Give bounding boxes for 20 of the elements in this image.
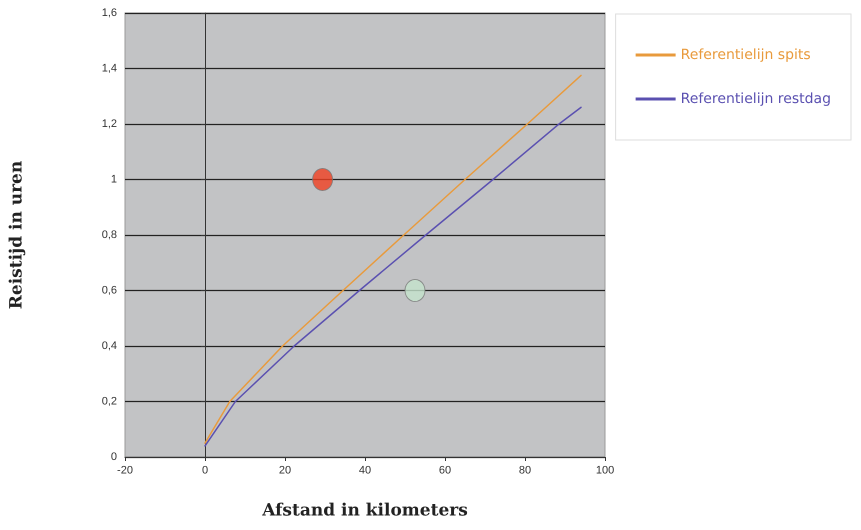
y-tick-label: 0,8 xyxy=(102,229,117,241)
x-tick-label: 0 xyxy=(202,464,208,476)
y-tick-label: 0,4 xyxy=(102,340,117,352)
y-tick-label: 1,2 xyxy=(102,118,117,130)
x-tick-label: 100 xyxy=(596,464,614,476)
y-tick-label: 0 xyxy=(110,451,117,463)
y-tick-label: 0,6 xyxy=(102,284,117,296)
legend-label: Referentielijn restdag xyxy=(680,91,832,107)
x-tick-label: 40 xyxy=(358,464,372,476)
y-tick-label: 1 xyxy=(110,174,117,186)
x-tick-label: 60 xyxy=(438,464,452,476)
x-tick-label: 80 xyxy=(518,464,532,476)
x-axis-title: Afstand in kilometers xyxy=(261,500,468,520)
y-axis-title: Reistijd in uren xyxy=(6,160,26,310)
legend-label: Referentielijn spits xyxy=(680,47,811,63)
y-tick-label: 1,6 xyxy=(102,7,117,19)
x-tick-label: 20 xyxy=(278,464,292,476)
y-tick-label: 0,2 xyxy=(102,396,117,408)
y-tick-label: 1,4 xyxy=(102,62,117,74)
x-tick-label: -20 xyxy=(117,464,133,476)
